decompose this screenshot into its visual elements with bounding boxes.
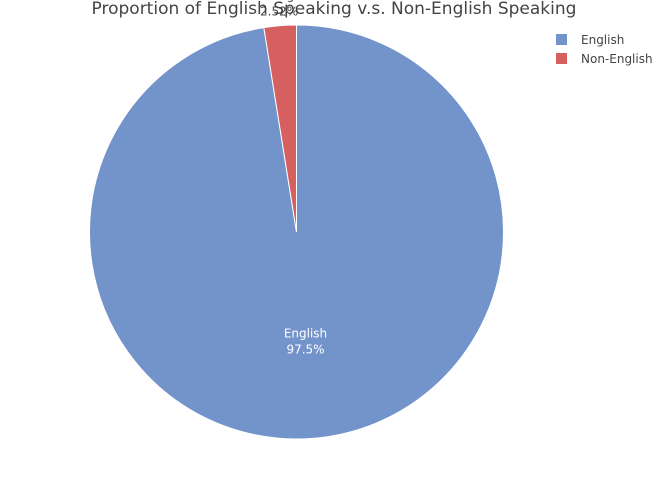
legend-swatch-english[interactable]	[556, 34, 567, 45]
slice-label-name-non-english: Non-English	[243, 0, 315, 3]
slice-label-value-english: 97.5%	[286, 342, 324, 356]
legend-label-non-english[interactable]: Non-English	[581, 52, 653, 66]
chart-title: Proportion of English Speaking v.s. Non-…	[92, 0, 577, 19]
slice-labels: English 97.5% Non-English 2.52%	[243, 0, 327, 356]
legend-label-english[interactable]: English	[581, 33, 624, 47]
slice-label-name-english: English	[284, 326, 327, 340]
slice-label-value-non-english: 2.52%	[260, 5, 298, 19]
pie-slices	[89, 24, 504, 440]
pie-slice-non-english[interactable]	[263, 24, 297, 233]
legend-swatch-non-english[interactable]	[556, 53, 567, 64]
legend: English Non-English	[556, 33, 653, 66]
